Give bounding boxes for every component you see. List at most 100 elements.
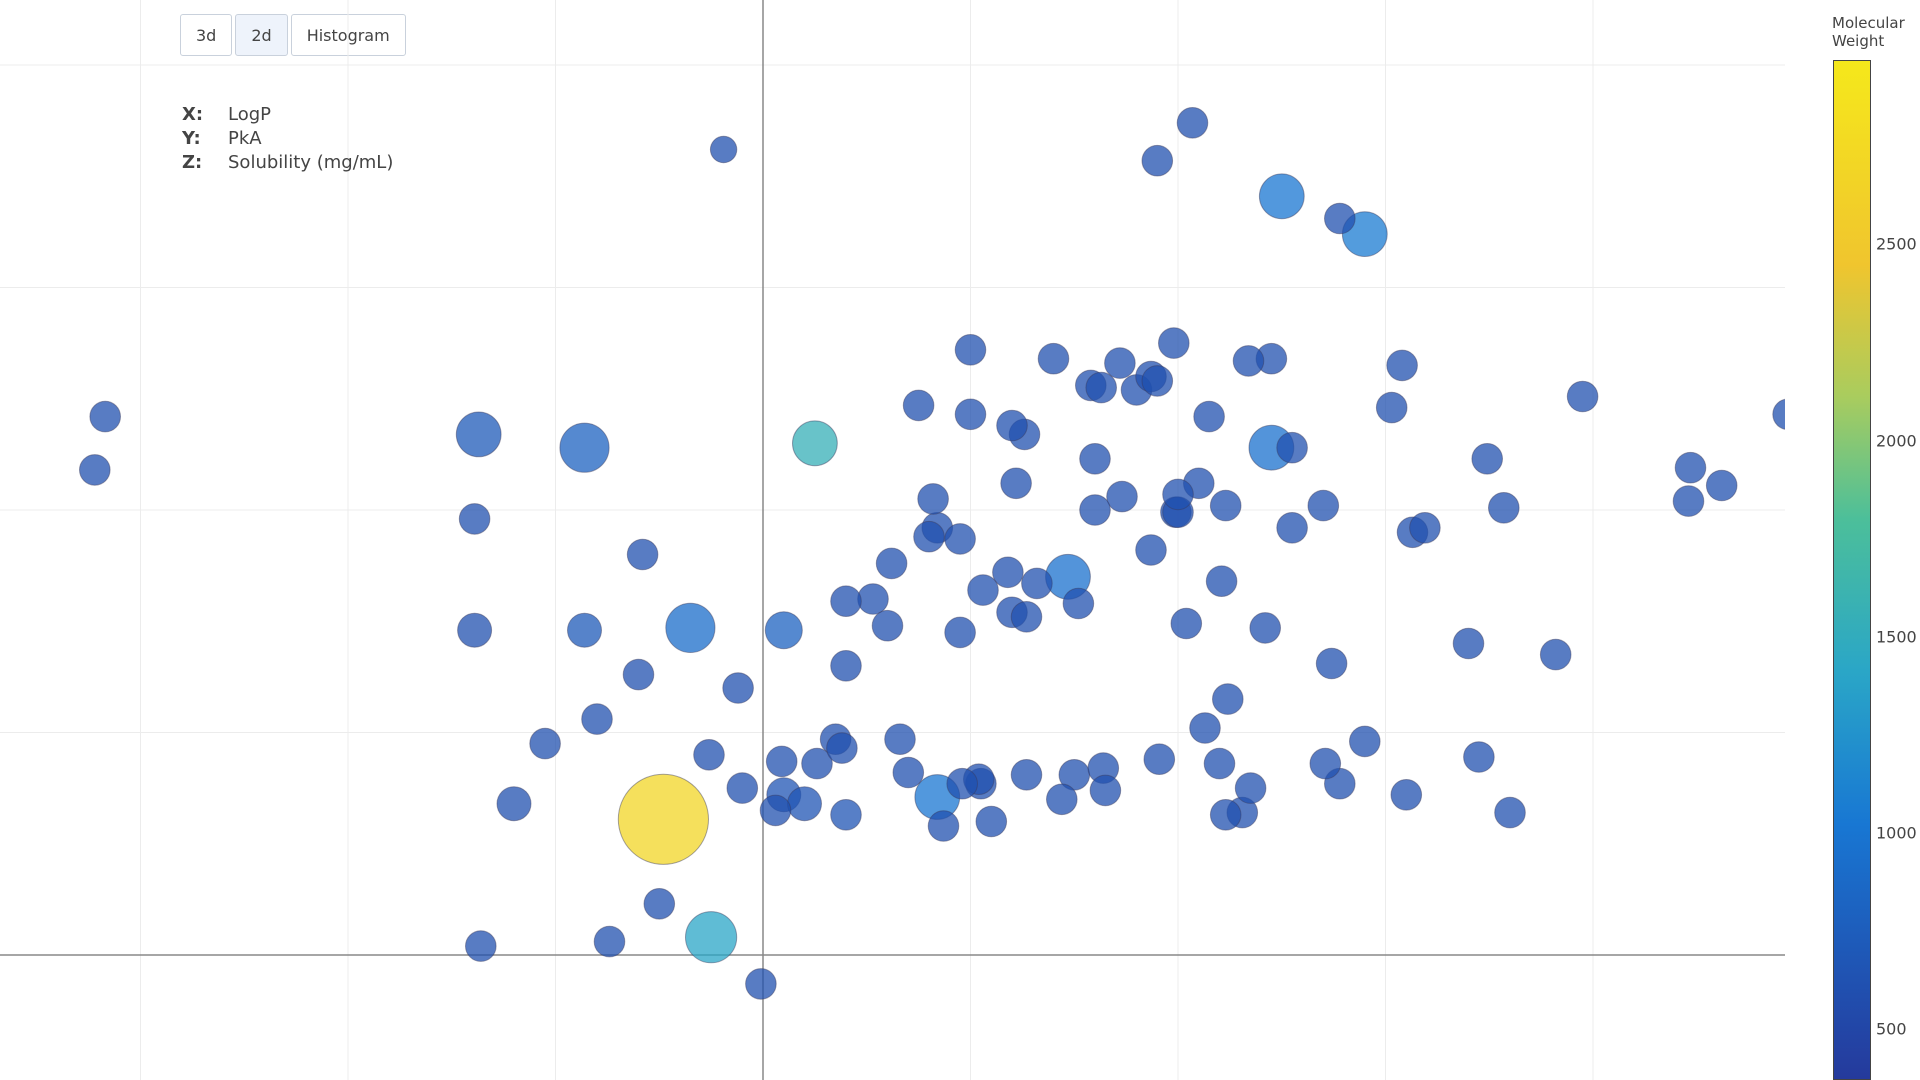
- scatter-plot[interactable]: [0, 0, 1785, 1080]
- colorbar-tick-label: 1500: [1876, 627, 1917, 647]
- data-point: [1141, 365, 1174, 397]
- data-point: [1386, 349, 1418, 382]
- data-point: [996, 409, 1028, 442]
- colorbar-tick-label: 2500: [1876, 234, 1917, 254]
- data-point: [457, 612, 493, 648]
- data-point: [1141, 144, 1174, 177]
- data-point: [693, 739, 725, 771]
- data-point: [593, 925, 626, 958]
- data-point: [787, 786, 822, 822]
- colorbar-title-line2: Weight: [1832, 32, 1885, 50]
- data-point: [967, 574, 999, 606]
- data-point: [1189, 712, 1221, 744]
- data-point: [875, 547, 908, 580]
- data-point: [622, 658, 655, 691]
- data-point: [892, 756, 925, 789]
- y-axis-label: PkA: [228, 128, 262, 149]
- data-point: [626, 538, 659, 571]
- data-point: [1021, 567, 1053, 600]
- data-point: [1203, 747, 1236, 780]
- colorbar-title-line1: Molecular: [1832, 14, 1905, 32]
- axis-legend-z: Z: Solubility (mg/mL): [182, 151, 393, 175]
- data-point: [830, 585, 862, 618]
- data-point: [1085, 371, 1117, 404]
- data-point: [465, 930, 497, 962]
- colorbar: [1833, 60, 1871, 1080]
- data-point: [1212, 683, 1244, 715]
- view-3d-button[interactable]: 3d: [180, 14, 233, 56]
- view-2d-button[interactable]: 2d: [235, 14, 288, 56]
- data-point: [1566, 380, 1599, 413]
- data-point: [1037, 342, 1070, 375]
- data-point: [458, 503, 491, 535]
- axis-legend-y: Y: PkA: [182, 127, 393, 151]
- data-point: [1079, 443, 1111, 475]
- colorbar-title: Molecular Weight: [1832, 14, 1905, 50]
- zero-lines: [0, 0, 1785, 1080]
- data-point: [1390, 779, 1423, 811]
- data-point: [1494, 796, 1526, 829]
- data-point: [559, 422, 610, 473]
- data-point: [1089, 774, 1122, 807]
- data-point: [759, 794, 792, 827]
- data-point: [1104, 347, 1136, 379]
- data-point: [745, 968, 777, 1000]
- data-point: [1135, 534, 1167, 566]
- data-point: [1209, 489, 1242, 522]
- data-point: [954, 398, 987, 431]
- data-point: [89, 400, 121, 433]
- colorbar-tick-label: 2000: [1876, 431, 1917, 451]
- data-point: [1674, 451, 1707, 484]
- data-point: [617, 773, 710, 865]
- data-point: [954, 334, 987, 366]
- data-point: [801, 747, 833, 780]
- data-point: [1010, 601, 1043, 633]
- data-point: [871, 609, 904, 642]
- z-axis-key: Z:: [182, 152, 203, 173]
- data-point: [1324, 202, 1356, 235]
- data-point: [975, 805, 1008, 838]
- data-point: [992, 556, 1024, 589]
- data-point: [581, 703, 613, 735]
- data-point: [902, 389, 935, 422]
- data-point: [1106, 480, 1138, 513]
- data-point: [496, 786, 532, 822]
- data-point: [1705, 469, 1738, 502]
- axis-legend: X: LogP Y: PkA Z: Solubility (mg/mL): [182, 103, 393, 175]
- data-point: [1010, 759, 1043, 791]
- z-axis-label: Solubility (mg/mL): [228, 152, 394, 173]
- data-point: [1276, 512, 1308, 544]
- data-point: [1079, 494, 1111, 526]
- x-axis-key: X:: [182, 104, 204, 125]
- data-point: [1234, 772, 1267, 804]
- data-points: [79, 107, 1785, 1000]
- data-point: [455, 411, 502, 458]
- data-point: [1409, 512, 1441, 544]
- data-point: [830, 650, 862, 682]
- data-point: [913, 520, 945, 553]
- data-point: [1176, 107, 1209, 139]
- data-point: [857, 583, 889, 615]
- data-point: [1158, 327, 1190, 359]
- data-point: [709, 135, 738, 164]
- data-point: [1249, 612, 1281, 644]
- data-point: [944, 523, 976, 555]
- data-point: [1463, 741, 1495, 773]
- data-point: [792, 420, 838, 467]
- data-point: [1000, 467, 1032, 500]
- data-point: [529, 727, 561, 760]
- data-point: [1209, 799, 1242, 831]
- y-axis-key: Y:: [182, 128, 201, 149]
- data-point: [726, 772, 759, 804]
- data-point: [764, 611, 803, 650]
- data-point: [685, 911, 738, 964]
- data-point: [1772, 398, 1785, 430]
- data-point: [1162, 478, 1194, 511]
- data-point: [1349, 725, 1381, 758]
- data-point: [917, 483, 949, 515]
- data-point: [722, 672, 754, 704]
- data-point: [765, 745, 798, 778]
- data-point: [1276, 431, 1308, 464]
- data-point: [1309, 747, 1342, 780]
- x-axis-label: LogP: [228, 104, 272, 125]
